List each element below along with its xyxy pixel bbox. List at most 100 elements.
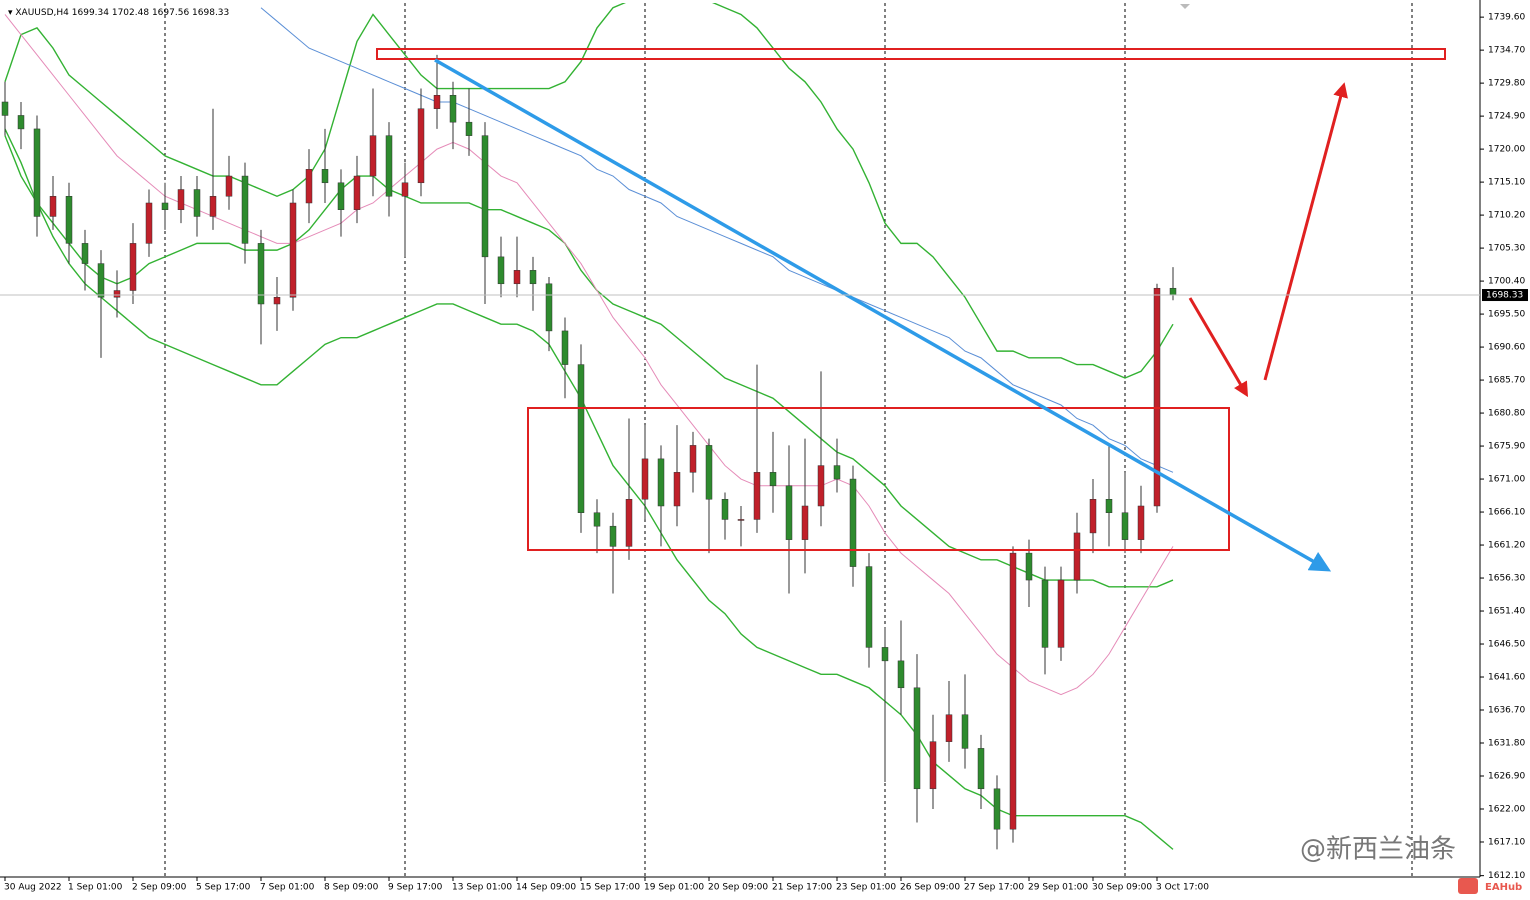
y-tick-label: 1715.10 bbox=[1488, 178, 1525, 188]
candle-body bbox=[337, 182, 345, 210]
candle-body bbox=[1137, 505, 1145, 540]
candle-body bbox=[1105, 499, 1113, 513]
candle-body bbox=[673, 472, 681, 507]
y-tick-label: 1641.60 bbox=[1488, 673, 1525, 683]
x-tick-label: 20 Sep 09:00 bbox=[708, 883, 768, 893]
brand-icon bbox=[1458, 878, 1478, 894]
candle-body bbox=[545, 283, 553, 332]
candle-body bbox=[33, 128, 41, 217]
candle-body bbox=[401, 182, 409, 197]
candle-body bbox=[1073, 532, 1081, 581]
candle-body bbox=[241, 175, 249, 244]
range-box bbox=[527, 407, 1230, 551]
candle-body bbox=[1025, 552, 1033, 581]
candle-body bbox=[609, 525, 617, 547]
x-tick-label: 19 Sep 01:00 bbox=[644, 883, 704, 893]
x-tick-label: 8 Sep 09:00 bbox=[324, 883, 379, 893]
candle-body bbox=[577, 364, 585, 513]
x-tick-label: 13 Sep 01:00 bbox=[452, 883, 512, 893]
candle-body bbox=[49, 195, 57, 217]
candle-body bbox=[353, 175, 361, 210]
menu-arrow: ▾ bbox=[8, 8, 15, 18]
high-value: 1702.48 bbox=[112, 8, 149, 18]
indicator-line bbox=[4, 135, 1174, 588]
y-tick-label: 1724.90 bbox=[1488, 112, 1525, 122]
low-value: 1697.56 bbox=[152, 8, 189, 18]
candle-body bbox=[625, 499, 633, 547]
candle-body bbox=[817, 465, 825, 507]
brand: EAHub bbox=[1485, 882, 1522, 893]
watermark: @新西兰油条 bbox=[1300, 835, 1456, 865]
candle-body bbox=[97, 263, 105, 298]
candle-body bbox=[369, 135, 377, 177]
y-tick-label: 1700.40 bbox=[1488, 277, 1525, 287]
x-tick-label: 27 Sep 17:00 bbox=[964, 883, 1024, 893]
candle-body bbox=[641, 458, 649, 500]
candle-body bbox=[17, 115, 25, 130]
x-tick-label: 29 Sep 01:00 bbox=[1028, 883, 1088, 893]
candle-body bbox=[721, 499, 729, 520]
y-tick-label: 1646.50 bbox=[1488, 640, 1525, 650]
y-tick-label: 1680.80 bbox=[1488, 409, 1525, 419]
price-tag-label: 1698.33 bbox=[1486, 291, 1523, 301]
candle-body bbox=[1041, 579, 1049, 648]
candle-body bbox=[177, 189, 185, 210]
x-tick-label: 7 Sep 01:00 bbox=[260, 883, 315, 893]
candle-body bbox=[753, 472, 761, 520]
x-tick-label: 1 Sep 01:00 bbox=[68, 883, 123, 893]
candle-body bbox=[529, 270, 537, 285]
price-tag bbox=[1482, 289, 1528, 302]
indicator-line bbox=[4, 128, 1174, 850]
y-tick-label: 1675.90 bbox=[1488, 442, 1525, 452]
y-tick-label: 1617.10 bbox=[1488, 837, 1525, 847]
candle-body bbox=[897, 660, 905, 689]
indicator-line bbox=[260, 7, 1174, 473]
candle-body bbox=[865, 566, 873, 648]
candle-body bbox=[945, 714, 953, 742]
candle-body bbox=[913, 687, 921, 790]
candle-body bbox=[961, 714, 969, 749]
candle-body bbox=[801, 505, 809, 540]
candle-body bbox=[657, 458, 665, 507]
up-arrow bbox=[1263, 82, 1348, 381]
y-tick-label: 1651.40 bbox=[1488, 607, 1525, 617]
y-tick-label: 1612.10 bbox=[1488, 871, 1525, 881]
y-tick-label: 1626.90 bbox=[1488, 771, 1525, 781]
candle-body bbox=[689, 445, 697, 473]
trend-line bbox=[434, 58, 1332, 572]
candle-body bbox=[1121, 512, 1129, 540]
candle-body bbox=[929, 741, 937, 790]
y-tick-label: 1636.70 bbox=[1488, 706, 1525, 716]
candle-body bbox=[81, 243, 89, 264]
candle-body bbox=[1089, 499, 1097, 534]
y-tick-label: 1631.80 bbox=[1488, 739, 1525, 749]
candle-body bbox=[65, 195, 73, 244]
candle-body bbox=[881, 647, 889, 662]
candle-body bbox=[305, 169, 313, 204]
y-tick-label: 1656.30 bbox=[1488, 574, 1525, 584]
x-tick-label: 5 Sep 17:00 bbox=[196, 883, 251, 893]
candle-body bbox=[1, 101, 9, 116]
x-tick-label: 14 Sep 09:00 bbox=[516, 883, 576, 893]
candle-body bbox=[113, 290, 121, 298]
candle-body bbox=[129, 243, 137, 291]
candle-body bbox=[497, 256, 505, 285]
candle-body bbox=[705, 445, 713, 500]
close-value: 1698.33 bbox=[192, 8, 229, 18]
y-tick-label: 1705.30 bbox=[1488, 244, 1525, 254]
x-tick-label: 30 Sep 09:00 bbox=[1092, 883, 1152, 893]
candle-body bbox=[993, 788, 1001, 830]
x-tick-label: 21 Sep 17:00 bbox=[772, 883, 832, 893]
candle-body bbox=[209, 195, 217, 217]
indicators bbox=[4, 3, 1174, 850]
y-tick-label: 1739.60 bbox=[1488, 13, 1525, 23]
candle-body bbox=[1153, 287, 1161, 507]
y-tick-label: 1685.70 bbox=[1488, 376, 1525, 386]
x-tick-label: 15 Sep 17:00 bbox=[580, 883, 640, 893]
candle-body bbox=[289, 202, 297, 298]
y-tick-label: 1734.70 bbox=[1488, 46, 1525, 56]
candle-body bbox=[417, 108, 425, 184]
chart-header: ▾ XAUUSD,H4 1699.34 1702.48 1697.56 1698… bbox=[8, 8, 229, 18]
